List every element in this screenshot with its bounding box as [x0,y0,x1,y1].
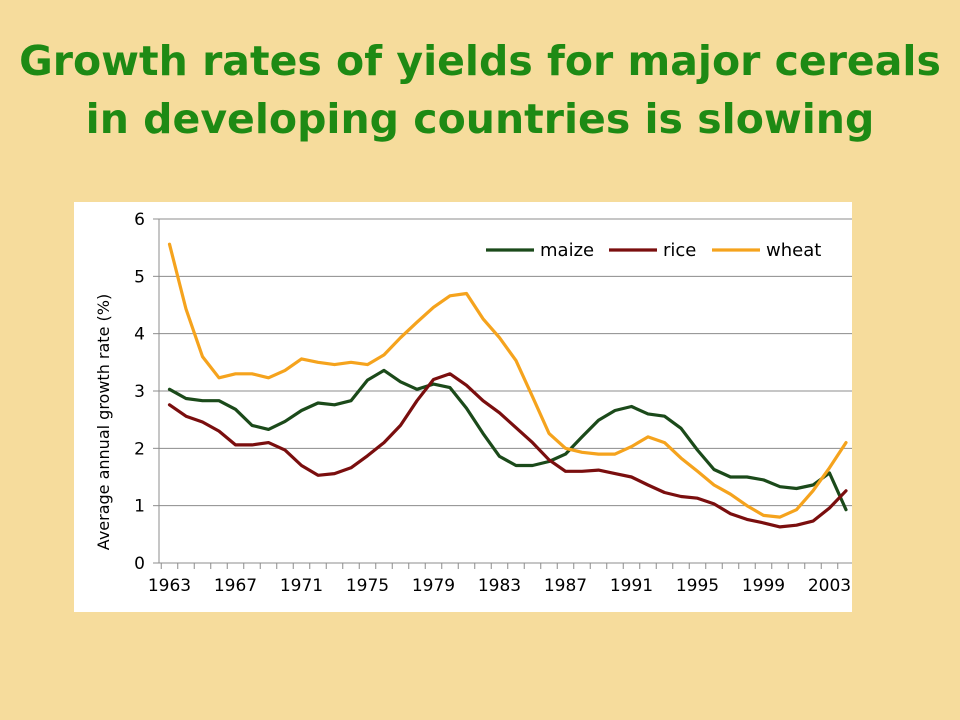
x-tick-label: 1995 [676,576,719,596]
legend-label-wheat: wheat [766,240,821,261]
x-tick-label: 1999 [742,576,785,596]
grid-lines [159,218,852,507]
series-line-maize [167,368,848,512]
legend: maize rice wheat [486,240,821,261]
legend-label-rice: rice [663,240,696,261]
chart-panel: 0 1 2 3 4 5 6 1963 1967 1971 1975 1979 1983 1987 1991 1… [74,202,852,612]
line-chart: 0 1 2 3 4 5 6 1963 1967 1971 1975 1979 1983 1987 1991 1… [94,210,852,596]
y-tick-label: 3 [134,382,145,402]
slide-title: Growth rates of yields for major cereals… [0,32,960,148]
x-tick-label: 1987 [544,576,587,596]
y-tick-label: 2 [134,439,145,459]
y-tick-label: 4 [134,325,145,345]
x-tick-label: 1967 [214,576,257,596]
series-line-rice [167,372,848,529]
y-tick-label: 0 [134,554,145,574]
axes: 0 1 2 3 4 5 6 1963 1967 1971 1975 1979 1983 1987 1991 1… [134,210,852,596]
title-line-1: Growth rates of yields for major cereals [19,37,941,85]
y-tick-label: 6 [134,210,145,230]
x-tick-label: 1983 [478,576,521,596]
x-tick-label: 1991 [610,576,653,596]
y-tick-label: 5 [134,267,145,287]
series-lines [167,242,848,529]
x-tick-label: 1971 [280,576,323,596]
series-line-wheat [167,242,848,519]
x-tick-label: 1975 [346,576,389,596]
x-tick-label: 1963 [148,576,191,596]
title-line-2: in developing countries is slowing [85,95,875,143]
y-tick-label: 1 [134,497,145,517]
y-axis-title: Average annual growth rate (%) [94,294,113,550]
x-tick-label: 1979 [412,576,455,596]
legend-label-maize: maize [540,240,594,261]
x-tick-label: 2003 [808,576,851,596]
